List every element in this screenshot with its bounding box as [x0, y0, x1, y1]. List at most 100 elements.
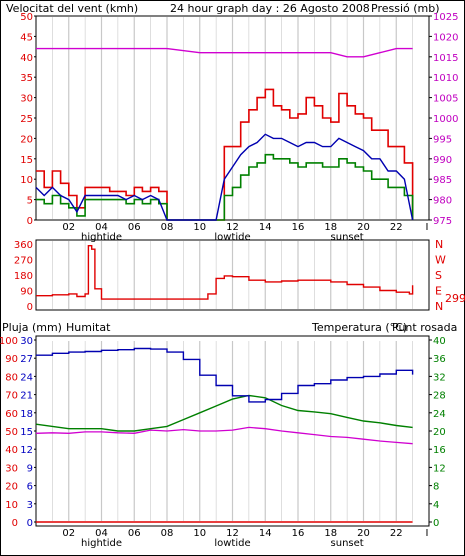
x-tick-label: 08: [161, 528, 174, 539]
left-secondary-tick-label: 60: [5, 409, 18, 420]
right-tick-label: 20: [433, 427, 446, 438]
left-tick-label: 15: [20, 155, 33, 166]
right-tick-label: 36: [433, 354, 446, 365]
direction-tick-label: 90: [20, 287, 33, 298]
right-tick-label: 12: [433, 463, 446, 474]
right-tick-label: 32: [433, 372, 446, 383]
tide-label: sunset: [331, 232, 364, 243]
left-tick-label: 5: [27, 196, 33, 207]
x-tick-label: I: [426, 528, 429, 539]
right-tick-label: 1020: [433, 32, 458, 43]
tide-label: hightide: [81, 232, 122, 243]
tide-label: sunset: [331, 538, 364, 549]
left-tick-label: 10: [20, 175, 33, 186]
direction-letter: N: [435, 238, 443, 251]
wind-gust-line: [36, 88, 414, 221]
right-tick-label: 1010: [433, 73, 458, 84]
right-tick-label: 985: [433, 175, 452, 186]
x-tick-label: 18: [324, 528, 337, 539]
x-tick-label: 20: [357, 222, 370, 233]
x-tick-label: 18: [324, 222, 337, 233]
right-tick-label: 1025: [433, 12, 458, 23]
left-tick-label: 0: [27, 518, 33, 529]
right-tick-label: 1015: [433, 53, 458, 64]
direction-line: [36, 245, 414, 300]
x-tick-label: 02: [62, 222, 75, 233]
tide-label: lowtide: [214, 232, 250, 243]
left-tick-label: 30: [20, 94, 33, 105]
left-secondary-tick-label: 80: [5, 372, 18, 383]
x-tick-label: 06: [128, 528, 141, 539]
left-secondary-tick-label: 20: [5, 482, 18, 493]
tide-label: lowtide: [214, 538, 250, 549]
x-tick-label: 22: [390, 528, 403, 539]
left-tick-label: 9: [27, 463, 33, 474]
pressure-title: Pressió (mb): [371, 2, 440, 15]
right-tick-label: 975: [433, 216, 452, 227]
left-tick-label: 25: [20, 114, 33, 125]
left-tick-label: 3: [27, 500, 33, 511]
left-tick-label: 18: [20, 409, 33, 420]
left-tick-label: 0: [27, 216, 33, 227]
left-secondary-tick-label: 50: [5, 427, 18, 438]
left-tick-label: 12: [20, 445, 33, 456]
x-tick-label: 10: [193, 528, 206, 539]
humidity-label: Humitat: [66, 321, 111, 334]
x-tick-label: 20: [357, 528, 370, 539]
x-tick-label: 06: [128, 222, 141, 233]
x-tick-label: 04: [95, 528, 108, 539]
wind-min-line: [36, 153, 414, 221]
direction-letter: N: [435, 300, 443, 313]
left-secondary-tick-label: 70: [5, 391, 18, 402]
right-tick-label: 0: [433, 518, 439, 529]
dewpoint-line: [35, 426, 413, 445]
direction-current-value: 299: [445, 292, 465, 305]
left-tick-label: 6: [27, 482, 33, 493]
left-tick-label: 35: [20, 73, 33, 84]
direction-letter: W: [435, 254, 446, 267]
left-tick-label: 24: [20, 372, 33, 383]
generated-marks: 5045403530252015105010251020101510101005…: [0, 12, 465, 549]
x-tick-label: 10: [193, 222, 206, 233]
tide-label: hightide: [81, 538, 122, 549]
right-tick-label: 24: [433, 409, 446, 420]
direction-tick-label: 0: [27, 302, 33, 313]
humidity-line: [36, 347, 414, 403]
x-tick-label: 22: [390, 222, 403, 233]
direction-letter: S: [435, 269, 442, 282]
temperature-label: Temperatura (°C): [311, 321, 407, 334]
x-tick-label: 12: [226, 222, 239, 233]
left-tick-label: 45: [20, 32, 33, 43]
x-tick-label: 04: [95, 222, 108, 233]
right-tick-label: 990: [433, 155, 452, 166]
left-tick-label: 50: [20, 12, 33, 23]
left-tick-label: 40: [20, 53, 33, 64]
wind-average-line: [35, 133, 414, 221]
direction-panel-frame: [35, 239, 430, 311]
x-tick-label: 14: [259, 222, 272, 233]
x-tick-label: 16: [292, 222, 305, 233]
right-tick-label: 8: [433, 482, 439, 493]
x-tick-label: I: [426, 222, 429, 233]
x-tick-label: 08: [161, 222, 174, 233]
x-tick-label: 12: [226, 528, 239, 539]
right-tick-label: 995: [433, 134, 452, 145]
temperature-line: [35, 394, 413, 432]
left-tick-label: 21: [20, 391, 33, 402]
left-secondary-tick-label: 30: [5, 463, 18, 474]
left-secondary-tick-label: 90: [5, 354, 18, 365]
direction-tick-label: 360: [14, 240, 33, 251]
pressure-line: [36, 47, 413, 58]
direction-tick-label: 270: [14, 256, 33, 267]
left-tick-label: 20: [20, 134, 33, 145]
right-tick-label: 980: [433, 196, 452, 207]
left-secondary-tick-label: 10: [5, 500, 18, 511]
left-secondary-tick-label: 100: [0, 336, 18, 347]
x-tick-label: 14: [259, 528, 272, 539]
right-tick-label: 28: [433, 391, 446, 402]
day-title: 24 hour graph day : 26 Agosto 2008: [170, 2, 370, 15]
right-tick-label: 1000: [433, 114, 458, 125]
left-secondary-tick-label: 0: [12, 518, 18, 529]
